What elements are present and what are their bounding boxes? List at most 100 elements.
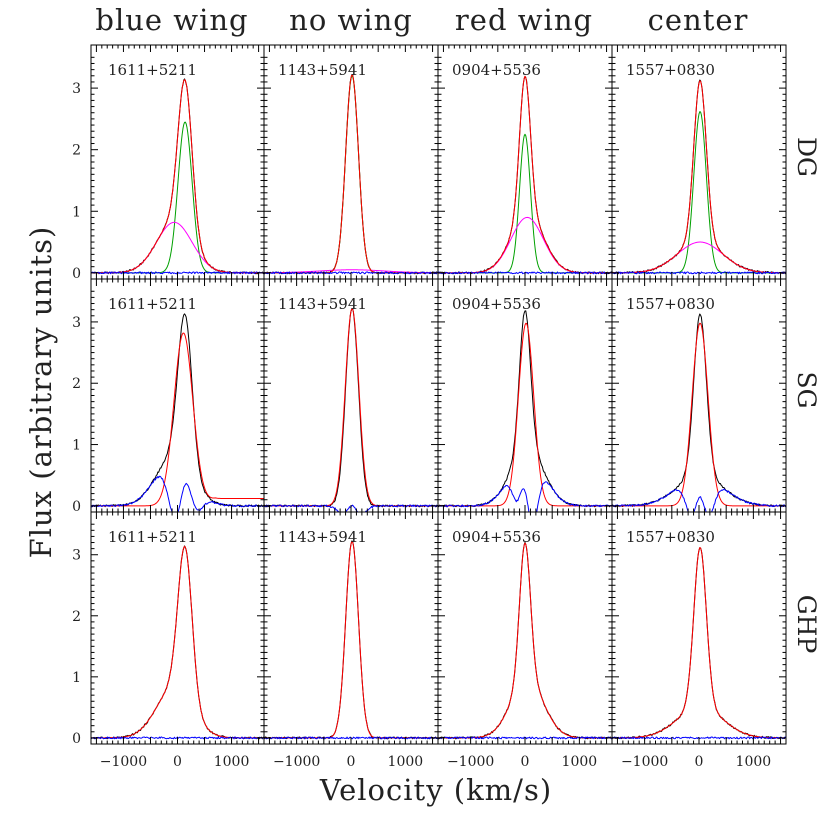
broad-component-line — [438, 216, 612, 274]
broad-component-line — [91, 221, 264, 274]
y-tick-label: 1 — [72, 438, 81, 454]
y-tick-label: 2 — [72, 609, 81, 625]
panel-frame — [437, 278, 613, 513]
total-fit-line — [264, 308, 438, 507]
panel-dg-center: 1557+0830 — [611, 44, 787, 280]
object-label: 1143+5941 — [278, 528, 367, 546]
object-label: 1611+5211 — [108, 61, 197, 79]
x-tick-label: 1000 — [562, 754, 598, 770]
residual-line — [612, 488, 786, 512]
panel-dg-blue-wing: 1611+5211 0 1 2 3 — [72, 44, 265, 282]
observed-spectrum-line — [264, 74, 438, 275]
row-label-sg: SG — [792, 371, 821, 408]
panel-frame — [611, 511, 787, 745]
x-tick-label: −1000 — [447, 754, 494, 770]
y-tick-label: 3 — [72, 81, 81, 97]
panel-frame — [90, 44, 265, 280]
total-fit-line — [264, 541, 438, 739]
column-title-blue-wing: blue wing — [95, 3, 248, 37]
observed-spectrum-line — [91, 545, 264, 740]
total-fit-line — [612, 547, 786, 739]
panel-sg-red-wing: 0904+5536 — [437, 278, 613, 513]
panel-dg-no-wing: 1143+5941 — [263, 44, 439, 280]
total-fit-line — [91, 332, 264, 507]
object-label: 1557+0830 — [626, 61, 715, 79]
y-tick-label: 1 — [72, 670, 81, 686]
column-title-red-wing: red wing — [455, 3, 593, 37]
observed-spectrum-line — [91, 313, 264, 508]
x-axis-title: Velocity (km/s) — [319, 773, 552, 807]
object-label: 1611+5211 — [108, 295, 197, 313]
y-tick-label: 3 — [72, 315, 81, 331]
x-tick-label: 1000 — [736, 754, 772, 770]
row-labels: DG SG GHP — [792, 137, 821, 653]
panel-frame — [90, 511, 265, 745]
observed-spectrum-line — [438, 310, 612, 508]
narrow-component-line — [612, 111, 786, 274]
x-tick-label: −1000 — [100, 754, 147, 770]
y-axis-title: Flux (arbitrary units) — [24, 226, 58, 559]
object-label: 1611+5211 — [108, 528, 197, 546]
total-fit-line — [438, 322, 612, 507]
panel-frame — [437, 44, 613, 280]
panel-sg-blue-wing: 1611+5211 0 1 2 3 — [72, 278, 265, 515]
object-label: 1557+0830 — [626, 528, 715, 546]
y-tick-label: 0 — [72, 731, 81, 747]
observed-spectrum-line — [264, 540, 438, 740]
panel-grid: 1611+5211 0 1 2 3 1143+5941 0904+5536 1557+0830… — [72, 44, 787, 770]
column-title-center: center — [648, 3, 749, 37]
residual-line — [438, 481, 612, 512]
panel-frame — [611, 278, 787, 513]
panel-sg-no-wing: 1143+5941 — [263, 278, 439, 513]
total-fit-line — [91, 545, 264, 739]
panel-frame — [437, 511, 613, 745]
observed-spectrum-line — [612, 547, 786, 740]
total-fit-line — [91, 79, 264, 274]
x-tick-label: 0 — [173, 754, 182, 770]
y-tick-label: 0 — [72, 499, 81, 515]
panel-ghp-center: 1557+0830 −1000 0 1000 — [611, 511, 787, 770]
x-tick-label: 0 — [521, 754, 530, 770]
x-tick-label: 0 — [695, 754, 704, 770]
narrow-component-line — [264, 75, 438, 274]
column-titles: blue wing no wing red wing center — [95, 3, 749, 37]
observed-spectrum-line — [438, 75, 612, 275]
narrow-component-line — [438, 133, 612, 274]
panel-sg-center: 1557+0830 — [611, 278, 787, 513]
total-fit-line — [612, 322, 786, 507]
observed-spectrum-line — [612, 313, 786, 508]
y-tick-label: 0 — [72, 266, 81, 282]
column-title-no-wing: no wing — [289, 3, 413, 37]
panel-ghp-red-wing: 0904+5536 −1000 0 1000 — [437, 511, 613, 770]
object-label: 1143+5941 — [278, 295, 367, 313]
total-fit-line — [438, 542, 612, 739]
x-tick-label: −1000 — [621, 754, 668, 770]
total-fit-line — [264, 74, 438, 274]
y-tick-label: 3 — [72, 548, 81, 564]
residual-line — [91, 475, 264, 512]
panel-ghp-no-wing: 1143+5941 −1000 0 1000 — [263, 511, 439, 770]
x-tick-label: 1000 — [388, 754, 424, 770]
row-label-ghp: GHP — [792, 595, 821, 654]
row-label-dg: DG — [792, 137, 821, 177]
object-label: 1143+5941 — [278, 61, 367, 79]
object-label: 1557+0830 — [626, 295, 715, 313]
x-tick-label: 1000 — [214, 754, 250, 770]
object-label: 0904+5536 — [452, 528, 541, 546]
total-fit-line — [438, 75, 612, 274]
panel-dg-red-wing: 0904+5536 — [437, 44, 613, 280]
observed-spectrum-line — [91, 78, 264, 275]
panel-frame — [611, 44, 787, 280]
object-label: 0904+5536 — [452, 295, 541, 313]
observed-spectrum-line — [264, 308, 438, 508]
broad-component-line — [612, 241, 786, 274]
panel-ghp-blue-wing: 1611+5211 0 1 2 3 −1000 0 1000 — [72, 511, 265, 770]
observed-spectrum-line — [612, 79, 786, 275]
y-tick-label: 2 — [72, 376, 81, 392]
residual-line — [91, 271, 264, 275]
observed-spectrum-line — [438, 541, 612, 740]
x-tick-label: −1000 — [273, 754, 320, 770]
y-tick-label: 1 — [72, 204, 81, 220]
x-tick-label: 0 — [347, 754, 356, 770]
